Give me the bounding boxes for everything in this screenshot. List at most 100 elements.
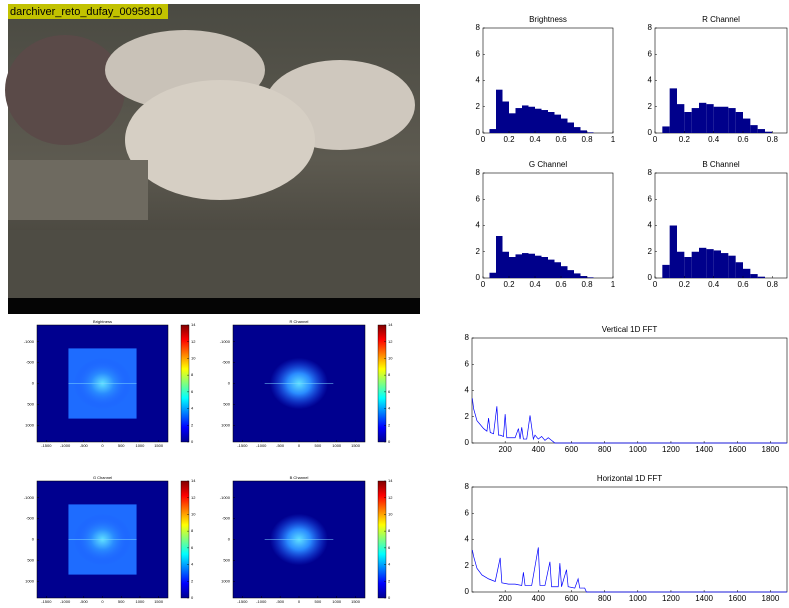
bar (684, 112, 692, 133)
bar (743, 268, 751, 278)
bar (669, 225, 677, 278)
chart-title: R Channel (702, 15, 740, 24)
bar (502, 101, 509, 133)
x-tick-label: 0 (653, 280, 658, 289)
bar (489, 272, 496, 278)
x-tick-label: 0.6 (737, 135, 749, 144)
bar (509, 257, 516, 278)
colorbar-tick-label: 2 (191, 422, 194, 427)
chart-title: R Channel (290, 319, 309, 324)
colorbar-tick-label: 8 (191, 372, 194, 377)
x-tick-label: 0.4 (708, 280, 720, 289)
bar (541, 257, 548, 278)
chart-title: B Channel (702, 160, 740, 169)
trough (8, 160, 148, 220)
y-tick-label: 8 (465, 333, 470, 342)
y-tick-label: 8 (465, 482, 470, 491)
colorbar-tick-label: 6 (191, 389, 194, 394)
x-tick-label: 0 (481, 280, 486, 289)
y-tick-label: 2 (648, 102, 653, 111)
y-tick-label: 8 (648, 23, 653, 32)
bar (735, 262, 743, 278)
x-tick-label: 0.4 (529, 280, 541, 289)
bar (535, 108, 542, 133)
colorbar-tick-label: 8 (191, 528, 194, 533)
y-tick-label: 0 (32, 381, 35, 386)
y-tick-label: 1000 (25, 422, 35, 427)
x-tick-label: 200 (498, 445, 512, 454)
y-tick-label: -500 (222, 516, 231, 521)
x-tick-label: 500 (315, 443, 322, 448)
chart-title: Brightness (93, 319, 112, 324)
bar (757, 276, 765, 278)
bar (541, 110, 548, 133)
colorbar-tick-label: 0 (191, 595, 194, 600)
x-tick-label: 1500 (154, 599, 164, 604)
y-tick-label: 0 (648, 128, 653, 137)
bar (496, 89, 503, 133)
y-tick-label: 2 (476, 247, 481, 256)
bar (574, 273, 581, 278)
x-tick-label: 0.4 (529, 135, 541, 144)
bar (662, 264, 670, 278)
colorbar-tick-label: 0 (388, 595, 391, 600)
bar (728, 108, 736, 133)
x-tick-label: 1000 (135, 599, 145, 604)
x-tick-label: 0.6 (555, 135, 567, 144)
x-tick-label: 0.6 (555, 280, 567, 289)
bar (496, 236, 503, 278)
x-tick-label: 1500 (351, 443, 361, 448)
y-tick-label: 0 (465, 438, 470, 447)
bar (580, 276, 587, 278)
colorbar-tick-label: 0 (388, 439, 391, 444)
bar (757, 129, 765, 133)
y-tick-label: -1000 (24, 339, 35, 344)
plot-area (471, 337, 788, 444)
x-tick-label: 1800 (762, 594, 780, 603)
colorbar (180, 480, 190, 599)
bar (489, 129, 496, 133)
line (471, 398, 787, 444)
bar (567, 270, 574, 278)
y-tick-label: 2 (476, 102, 481, 111)
x-tick-label: -1500 (237, 599, 248, 604)
chart-title: G Channel (93, 475, 112, 480)
bar (728, 255, 736, 278)
colorbar-tick-label: 6 (191, 545, 194, 550)
y-tick-label: 1000 (221, 422, 231, 427)
x-tick-label: 1600 (728, 594, 746, 603)
y-tick-label: 8 (648, 168, 653, 177)
bar (528, 253, 535, 278)
x-tick-label: 1000 (629, 445, 647, 454)
x-tick-label: 1400 (695, 445, 713, 454)
colorbar (377, 324, 387, 443)
bar (706, 104, 714, 133)
x-tick-label: 0.8 (767, 135, 779, 144)
x-tick-label: 500 (118, 599, 125, 604)
photo: darchiver_reto_dufay_0095810 (5, 4, 420, 314)
bar (743, 118, 751, 133)
x-tick-label: 500 (315, 599, 322, 604)
chart-title: G Channel (529, 160, 567, 169)
y-tick-label: 500 (223, 557, 230, 562)
x-tick-label: 600 (565, 445, 579, 454)
x-tick-label: 1 (611, 135, 616, 144)
bar (735, 112, 743, 133)
y-tick-label: 8 (476, 23, 481, 32)
y-tick-label: -500 (222, 360, 231, 365)
bar (509, 113, 516, 133)
bar (691, 108, 699, 133)
y-tick-label: 4 (648, 221, 653, 230)
bar (587, 277, 594, 278)
colorbar-tick-label: 4 (191, 562, 194, 567)
x-tick-label: 800 (598, 594, 612, 603)
bar (669, 88, 677, 133)
x-tick-label: 0.2 (679, 280, 691, 289)
y-tick-label: 0 (228, 381, 231, 386)
y-tick-label: 500 (223, 401, 230, 406)
bar (587, 132, 594, 133)
y-tick-label: 4 (476, 221, 481, 230)
y-tick-label: -1000 (220, 495, 231, 500)
colorbar-tick-label: 14 (191, 322, 196, 327)
